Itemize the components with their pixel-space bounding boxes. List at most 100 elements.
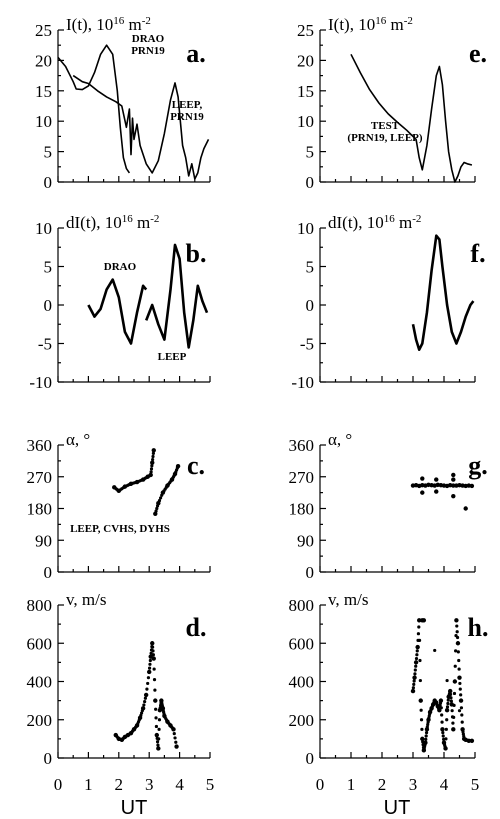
y-tick-label: 360 [289,436,315,455]
data-point [411,686,415,690]
x-tick-left-1: 1 [84,775,93,794]
x-tick-left-5: 5 [206,775,215,794]
data-point [451,727,456,732]
x-tick-right-5: 5 [471,775,480,794]
data-point [418,678,422,683]
data-point [150,460,155,465]
panel-title: α, ° [328,430,352,449]
data-point [463,506,468,511]
data-point [424,731,429,735]
data-point [420,490,425,495]
y-tick-label: 0 [44,749,53,768]
data-point [438,698,444,703]
data-point [458,681,462,686]
data-point [155,506,159,511]
data-point [459,706,464,710]
data-point [171,727,176,732]
y-tick-label: 180 [27,500,53,519]
data-point [417,625,421,629]
x-tick-left-0: 0 [54,775,63,794]
annotation-text: LEEP, CVHS, DYHS [70,523,170,535]
data-point [159,496,163,500]
y-tick-label: 90 [35,531,52,550]
panel-title: I(t), 1016 m-2 [66,15,151,34]
data-point [151,645,155,649]
data-point [440,727,445,732]
y-tick-label: 800 [27,596,53,615]
y-tick-label: 200 [289,711,315,730]
data-point [457,658,461,663]
x-tick-left-2: 2 [115,775,124,794]
x-axis-title-right: UT [384,797,411,819]
data-point [469,483,475,489]
y-tick-label: 20 [297,51,314,70]
data-point [459,693,463,697]
data-point [440,720,444,724]
data-point [174,740,178,744]
panel-f: -10 -5 0 5 10 dI(t), 1016 m-2 f. [291,213,485,392]
panel-h: 0 200 400 600 800 v, m/s h. [289,590,489,768]
panel-g: 0 90 180 270 360 α, ° g. [289,430,488,582]
data-point [451,477,456,482]
data-point [469,738,475,743]
x-tick-right-1: 1 [347,775,356,794]
data-point [153,688,157,692]
data-point [148,472,153,478]
data-point [419,708,423,712]
annotation-text: LEEP, [172,99,203,111]
panel-letter: e. [469,39,487,68]
data-point [172,732,176,736]
data-point [154,707,158,711]
y-tick-label: 10 [35,219,52,238]
x-axis-title-left: UT [121,797,148,819]
y-tick-label: 0 [306,173,315,192]
data-point [416,632,421,636]
data-point [440,713,444,717]
data-point [154,732,159,738]
panel-b: -10 -5 0 5 10 dI(t), 1016 m-2 b. DRAO LEEP [29,213,211,392]
y-tick-label: 0 [306,296,315,315]
y-tick-label: 5 [44,143,53,162]
y-tick-label: -10 [29,373,52,392]
data-point [146,676,151,680]
data-point [148,658,152,663]
data-point [154,716,158,720]
data-point [156,743,160,747]
data-point [455,635,460,640]
data-point [456,650,460,654]
y-tick-label: 0 [44,296,53,315]
data-point [441,731,445,735]
y-tick-label: 90 [297,531,314,550]
data-point [415,644,420,650]
y-tick-label: 25 [297,21,314,40]
panel-title: v, m/s [66,590,106,609]
y-tick-label: 600 [27,634,53,653]
y-tick-label: -5 [38,335,52,354]
annotation-text: DRAO [104,261,137,273]
data-point [455,624,459,628]
series-line-0 [57,44,131,174]
x-tick-right-3: 3 [409,775,418,794]
data-point [155,740,160,744]
y-tick-label: 270 [27,468,53,487]
data-point [421,618,427,623]
data-point [434,489,439,494]
panel-letter: h. [468,613,489,642]
y-tick-label: 5 [306,143,315,162]
data-point [452,691,457,696]
y-tick-label: 360 [27,436,53,455]
panel-letter: b. [186,239,207,268]
annotation-text: (PRN19, LEEP) [347,132,423,144]
data-point [451,472,456,478]
y-tick-label: 25 [35,21,52,40]
data-point [147,669,152,675]
x-tick-left-4: 4 [175,775,184,794]
panel-title: α, ° [66,430,90,449]
data-point [441,734,445,738]
data-point [412,682,416,686]
y-tick-label: 15 [35,82,52,101]
panel-letter: d. [186,613,207,642]
y-tick-label: 0 [44,173,53,192]
series-line-1 [72,74,210,180]
